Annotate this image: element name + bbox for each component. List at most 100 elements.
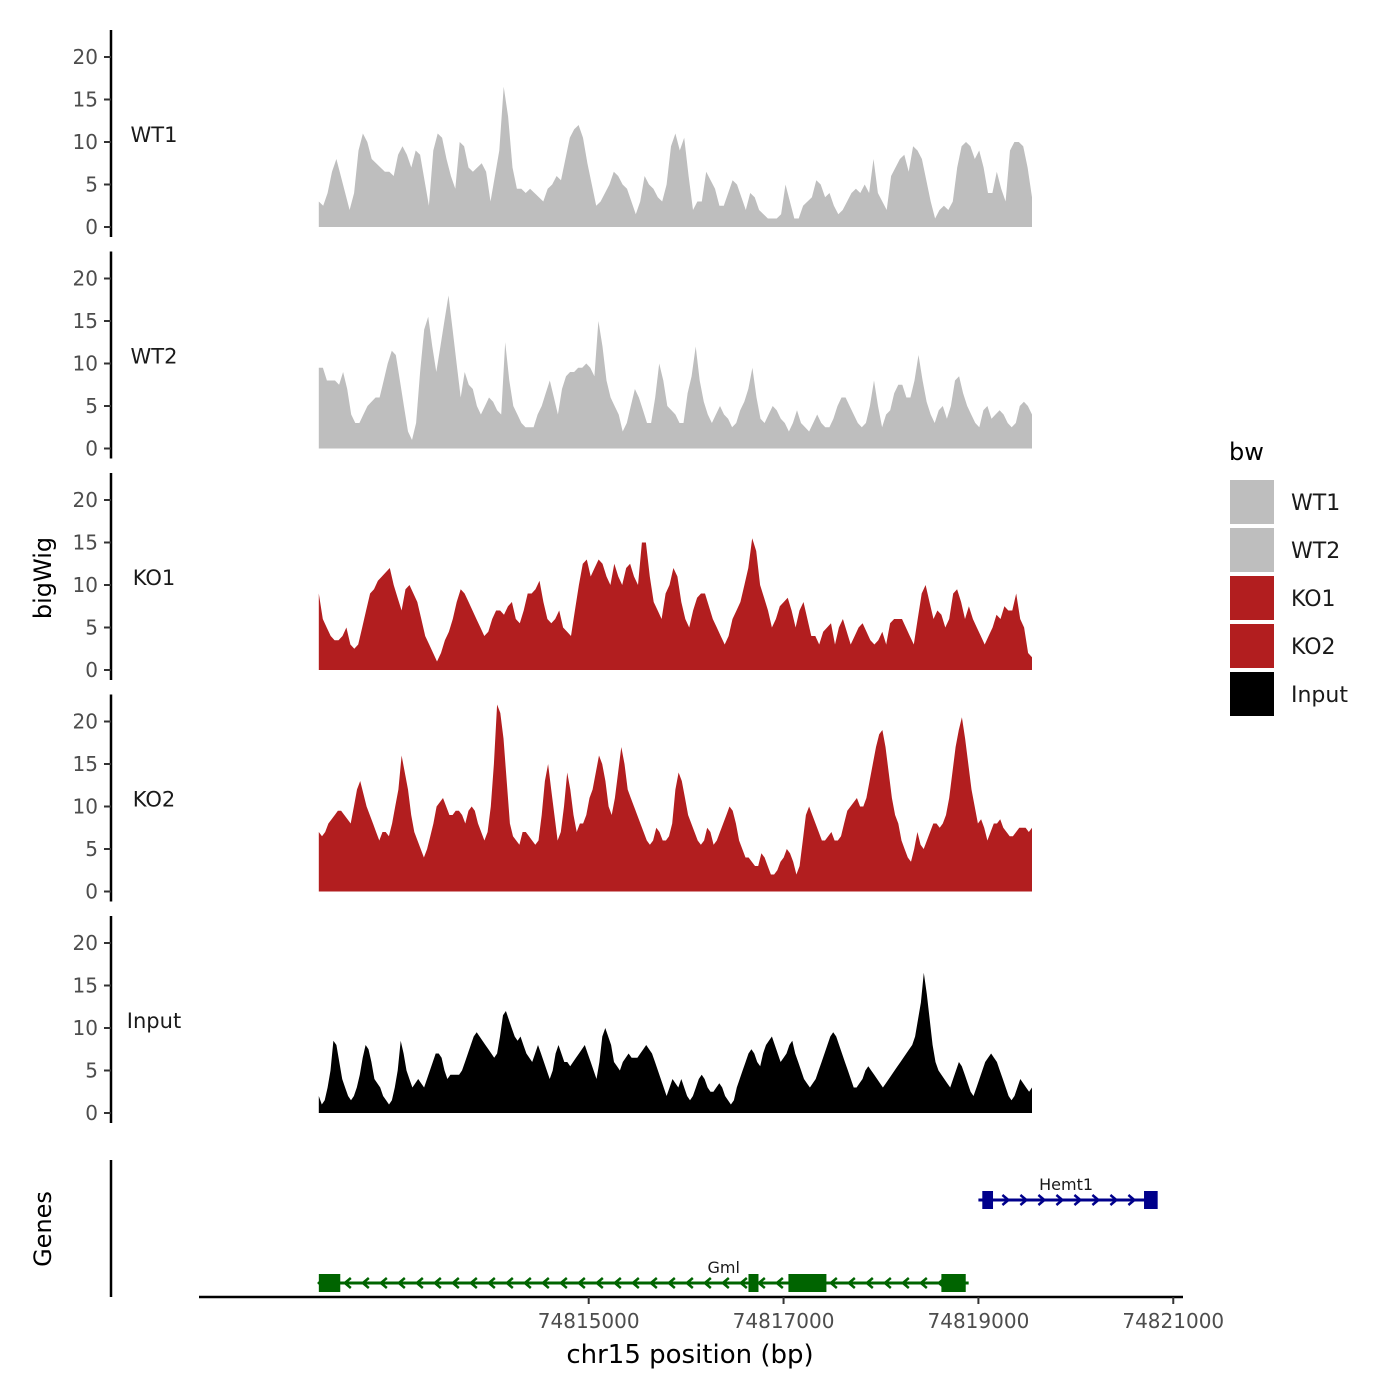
legend-swatch-input bbox=[1230, 672, 1274, 716]
exon-gml-2 bbox=[748, 1274, 759, 1292]
gene-label-gml: Gml bbox=[708, 1258, 740, 1277]
exon-gml-4 bbox=[941, 1274, 966, 1292]
strand-arrow bbox=[1001, 1194, 1011, 1206]
x-tick-label-74815000: 74815000 bbox=[538, 1309, 640, 1333]
track-label-ko2: KO2 bbox=[133, 788, 176, 812]
y-tick-label-input-15: 15 bbox=[73, 974, 98, 998]
x-tick-label-74821000: 74821000 bbox=[1122, 1309, 1224, 1333]
track-input: 0 5 10 15 20 Input bbox=[73, 916, 1032, 1125]
area-wt2 bbox=[318, 295, 1032, 449]
y-tick-label-wt1-5: 5 bbox=[85, 173, 98, 197]
strand-arrow bbox=[864, 1277, 874, 1289]
y-tick-label-wt2-10: 10 bbox=[73, 352, 98, 376]
strand-arrow bbox=[396, 1277, 406, 1289]
legend-swatch-wt2 bbox=[1230, 528, 1274, 572]
x-tick-label-74817000: 74817000 bbox=[733, 1309, 835, 1333]
track-label-wt2: WT2 bbox=[131, 345, 178, 369]
strand-arrow bbox=[918, 1277, 928, 1289]
y-tick-label-wt1-10: 10 bbox=[73, 130, 98, 154]
y-tick-label-ko1-15: 15 bbox=[73, 531, 98, 555]
y-tick-label-wt2-20: 20 bbox=[73, 267, 98, 291]
strand-arrow bbox=[1019, 1194, 1029, 1206]
legend-swatch-ko1 bbox=[1230, 576, 1274, 620]
strand-arrow bbox=[828, 1277, 838, 1289]
x-tick-label-74819000: 74819000 bbox=[928, 1309, 1030, 1333]
strand-arrow bbox=[504, 1277, 514, 1289]
legend-title: bw bbox=[1229, 438, 1264, 466]
y-tick-label-wt2-5: 5 bbox=[85, 394, 98, 418]
strand-arrow bbox=[468, 1277, 478, 1289]
strand-arrow bbox=[882, 1277, 892, 1289]
y-tick-label-ko2-5: 5 bbox=[85, 837, 98, 861]
genes-panel: Hemt1 Gml bbox=[109, 1160, 1158, 1297]
legend-label-wt2: WT2 bbox=[1291, 539, 1340, 564]
strand-arrow bbox=[378, 1277, 388, 1289]
strand-arrow bbox=[738, 1277, 748, 1289]
y-tick-label-wt1-20: 20 bbox=[73, 45, 98, 69]
area-wt1 bbox=[318, 86, 1032, 227]
strand-arrow bbox=[486, 1277, 496, 1289]
strand-arrow bbox=[666, 1277, 676, 1289]
legend-swatch-ko2 bbox=[1230, 624, 1274, 668]
y-tick-label-wt1-15: 15 bbox=[73, 88, 98, 112]
track-wt1: 0 5 10 15 20 WT1 bbox=[73, 30, 1032, 239]
y-tick-label-wt1-0: 0 bbox=[85, 215, 98, 239]
strand-arrow bbox=[540, 1277, 550, 1289]
legend-label-input: Input bbox=[1291, 683, 1348, 708]
y-tick-label-ko2-15: 15 bbox=[73, 752, 98, 776]
legend-label-ko1: KO1 bbox=[1291, 587, 1336, 612]
y-tick-label-wt2-0: 0 bbox=[85, 437, 98, 461]
y-tick-label-ko1-20: 20 bbox=[73, 488, 98, 512]
legend: bw WT1 WT2 KO1 KO2 Input bbox=[1229, 438, 1348, 716]
strand-arrow bbox=[360, 1277, 370, 1289]
strand-arrow bbox=[1091, 1194, 1101, 1206]
strand-arrow bbox=[558, 1277, 568, 1289]
area-input bbox=[318, 972, 1032, 1113]
legend-swatch-wt1 bbox=[1230, 480, 1274, 524]
track-ko2: 0 5 10 15 20 KO2 bbox=[73, 694, 1032, 904]
x-axis: 74815000 74817000 74819000 74821000 bbox=[199, 1295, 1224, 1333]
strand-arrow bbox=[684, 1277, 694, 1289]
exon-gml-1 bbox=[318, 1274, 341, 1292]
y-tick-label-ko1-5: 5 bbox=[85, 616, 98, 640]
genes-track-title: Genes bbox=[29, 1191, 57, 1267]
area-ko2 bbox=[318, 704, 1032, 892]
y-tick-label-ko1-0: 0 bbox=[85, 658, 98, 682]
strand-arrow bbox=[756, 1277, 766, 1289]
strand-arrow bbox=[576, 1277, 586, 1289]
y-axis-title: bigWig bbox=[29, 537, 57, 619]
area-ko1 bbox=[318, 538, 1032, 670]
strand-arrow bbox=[1055, 1194, 1065, 1206]
y-tick-label-wt2-15: 15 bbox=[73, 309, 98, 333]
exon-hemt1-2 bbox=[1144, 1191, 1158, 1209]
strand-arrow bbox=[342, 1277, 352, 1289]
y-tick-label-input-20: 20 bbox=[73, 931, 98, 955]
strand-arrow bbox=[414, 1277, 424, 1289]
y-tick-label-input-10: 10 bbox=[73, 1016, 98, 1040]
strand-arrow bbox=[432, 1277, 442, 1289]
y-tick-label-input-5: 5 bbox=[85, 1059, 98, 1083]
y-tick-label-input-0: 0 bbox=[85, 1101, 98, 1125]
strand-arrow bbox=[450, 1277, 460, 1289]
y-tick-label-ko2-0: 0 bbox=[85, 880, 98, 904]
legend-label-wt1: WT1 bbox=[1291, 491, 1340, 516]
y-tick-label-ko2-20: 20 bbox=[73, 710, 98, 734]
track-ko1: 0 5 10 15 20 KO1 bbox=[73, 473, 1032, 682]
strand-arrow bbox=[630, 1277, 640, 1289]
gene-hemt1: Hemt1 bbox=[978, 1175, 1158, 1209]
gene-gml: Gml bbox=[317, 1258, 969, 1292]
track-label-wt1: WT1 bbox=[131, 123, 178, 147]
gene-label-hemt1: Hemt1 bbox=[1039, 1175, 1093, 1194]
x-axis-title: chr15 position (bp) bbox=[566, 1340, 813, 1370]
strand-arrow bbox=[1037, 1194, 1047, 1206]
strand-arrow bbox=[774, 1277, 784, 1289]
strand-arrow bbox=[702, 1277, 712, 1289]
strand-arrow bbox=[1127, 1194, 1137, 1206]
strand-arrow bbox=[594, 1277, 604, 1289]
strand-arrow bbox=[1073, 1194, 1083, 1206]
strand-arrow bbox=[846, 1277, 856, 1289]
legend-label-ko2: KO2 bbox=[1291, 635, 1336, 660]
strand-arrow bbox=[1109, 1194, 1119, 1206]
bigwig-tracks: 0 5 10 15 20 WT1 0 5 10 15 20 WT2 0 5 10 15 20 KO1 0 5 10 15 2… bbox=[73, 30, 1032, 1125]
